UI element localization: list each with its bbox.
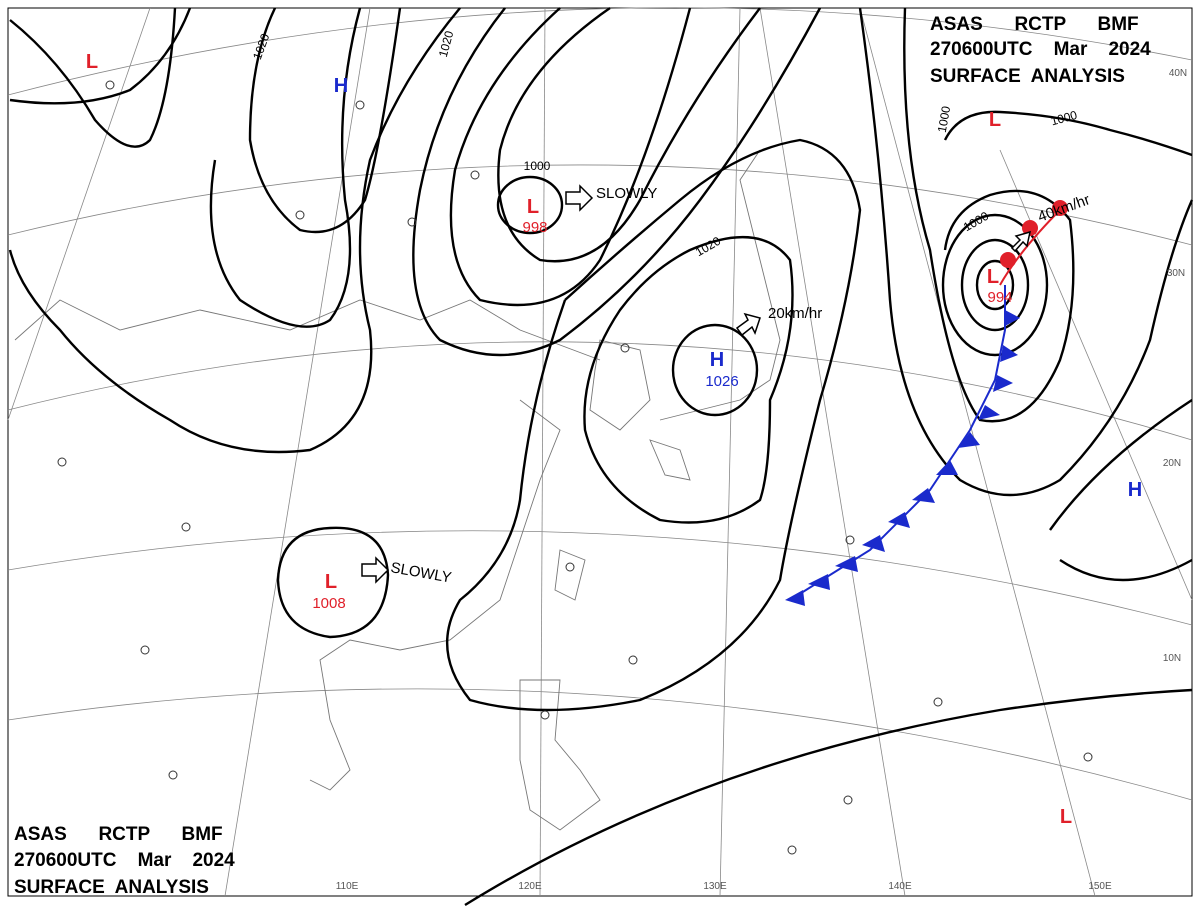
latitude-label: 40N — [1169, 68, 1187, 79]
pressure-center-label: L — [989, 109, 1001, 131]
header-line: 270600UTC Mar 2024 — [14, 850, 235, 871]
cold-front — [789, 285, 1006, 601]
coastlines — [14, 149, 781, 831]
central-pressure: 1026 — [705, 373, 738, 390]
central-pressure: 998 — [522, 219, 547, 236]
header-line: ASAS RCTP BMF — [14, 824, 223, 845]
pressure-center-label: L — [86, 51, 98, 73]
central-pressure: 994 — [987, 289, 1012, 306]
motion-label: SLOWLY — [596, 185, 657, 202]
pressure-center-label: H — [710, 349, 724, 371]
motion-label: 20km/hr — [768, 305, 822, 322]
pressure-center-label: H — [334, 75, 348, 97]
latitude-label: 30N — [1167, 268, 1185, 279]
central-pressure: 1008 — [312, 595, 345, 612]
station-plots — [57, 80, 1093, 855]
isobar-label: 1000 — [935, 105, 953, 134]
pressure-center-label: L — [1060, 806, 1072, 828]
isobars — [8, 7, 1194, 907]
labels: ASAS RCTP BMF 270600UTC Mar 2024 SURFACE A… — [14, 14, 1187, 898]
header-line: 270600UTC Mar 2024 — [930, 39, 1151, 60]
longitude-label: 130E — [703, 881, 727, 892]
latitude-label: 20N — [1163, 458, 1181, 469]
isobar-label: 1000 — [524, 159, 551, 173]
cold-front-barbs — [785, 310, 1020, 606]
isobar-label: 1020 — [436, 29, 457, 59]
pressure-center-label: H — [1128, 479, 1142, 501]
motion-arrows — [361, 184, 1031, 584]
pressure-center-label: L — [987, 266, 999, 288]
isobar-label: 1000 — [1049, 108, 1079, 129]
latitude-label: 10N — [1163, 653, 1181, 664]
longitude-label: 140E — [888, 881, 912, 892]
header-line: ASAS RCTP BMF — [930, 14, 1139, 35]
header-line: SURFACE ANALYSIS — [14, 877, 209, 898]
warm-front-bulges — [1000, 200, 1068, 268]
pressure-center-label: L — [325, 571, 337, 593]
warm-front — [999, 207, 1063, 286]
longitude-label: 150E — [1088, 881, 1112, 892]
longitude-label: 120E — [518, 881, 542, 892]
pressure-center-label: L — [527, 196, 539, 218]
longitude-label: 110E — [336, 881, 359, 892]
header-line: SURFACE ANALYSIS — [930, 66, 1125, 87]
map-frame — [7, 7, 1193, 897]
fronts — [785, 200, 1068, 606]
